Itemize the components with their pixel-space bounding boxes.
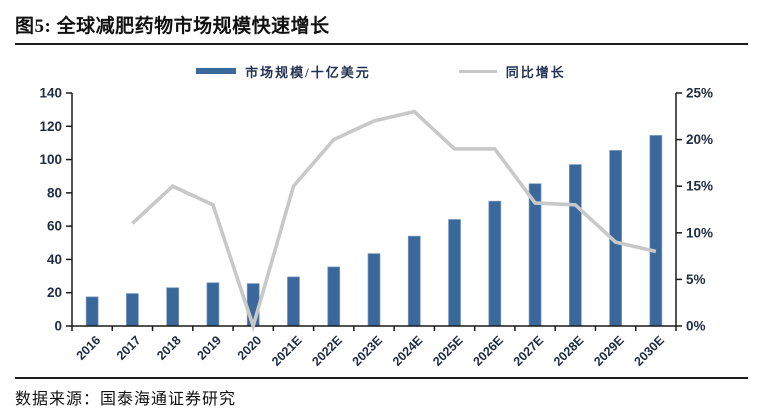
left-axis-tick-label: 100 <box>39 152 62 167</box>
bar-2018 <box>166 287 180 327</box>
figure-title: 图5: 全球减肥药物市场规模快速增长 <box>15 16 330 37</box>
x-axis-label-2023E: 2023E <box>350 333 385 368</box>
chart-legend: 市场规模/十亿美元 同比增长 <box>0 62 762 80</box>
legend-item-yoy-growth: 同比增长 <box>458 62 566 81</box>
right-axis-tick-label: 10% <box>686 225 713 240</box>
left-axis-tick-label: 120 <box>39 119 62 134</box>
bar-2030E <box>649 135 663 327</box>
right-axis-tick-label: 5% <box>686 272 706 287</box>
x-axis-label-2016: 2016 <box>74 333 104 363</box>
bar-2022E <box>327 266 341 327</box>
left-axis-tick-label: 140 <box>39 86 62 101</box>
x-axis-label-2028E: 2028E <box>551 333 586 368</box>
bar-2024E <box>407 235 421 327</box>
left-axis-tick-label: 0 <box>54 319 62 334</box>
bar-series-swatch <box>196 68 237 74</box>
legend-label-market-size: 市场规模/十亿美元 <box>245 64 371 80</box>
footer-divider <box>15 377 748 379</box>
x-axis-label-2022E: 2022E <box>309 333 344 368</box>
legend-item-market-size: 市场规模/十亿美元 <box>196 62 371 81</box>
data-source: 数据来源：国泰海通证券研究 <box>15 391 237 408</box>
bar-2028E <box>568 164 582 327</box>
bar-2025E <box>448 219 461 327</box>
x-axis-label-2017: 2017 <box>114 333 144 363</box>
x-axis-label-2025E: 2025E <box>430 333 465 368</box>
title-divider <box>15 43 748 45</box>
x-axis-label-2026E: 2026E <box>470 333 505 368</box>
yoy-growth-line <box>131 109 657 333</box>
x-axis-label-2019: 2019 <box>194 333 224 363</box>
x-axis-label-2027E: 2027E <box>511 333 546 368</box>
right-axis-tick-label: 25% <box>686 86 713 101</box>
bar-2016 <box>85 296 99 327</box>
x-axis-label-2029E: 2029E <box>591 333 626 368</box>
left-axis-tick-label: 80 <box>47 185 62 200</box>
line-series-swatch <box>458 69 497 73</box>
x-axis-label-2018: 2018 <box>154 333 184 363</box>
bar-2019 <box>206 282 220 327</box>
left-axis-tick-label: 20 <box>47 285 62 300</box>
right-axis-tick-label: 15% <box>686 179 713 194</box>
x-axis-label-2024E: 2024E <box>390 333 425 368</box>
legend-label-yoy-growth: 同比增长 <box>505 64 566 80</box>
bar-2026E <box>488 200 502 327</box>
left-axis-tick-label: 60 <box>47 219 62 234</box>
bar-2017 <box>126 293 139 327</box>
bar-2023E <box>367 253 381 327</box>
left-axis-tick-label: 40 <box>47 252 62 267</box>
bar-2021E <box>287 276 300 327</box>
x-axis-label-2020: 2020 <box>235 333 265 363</box>
bar-2027E <box>528 183 542 327</box>
x-axis-label-2021E: 2021E <box>269 333 304 368</box>
right-axis-tick-label: 0% <box>686 319 706 334</box>
x-axis-label-2030E: 2030E <box>632 333 667 368</box>
right-axis-tick-label: 20% <box>686 132 713 147</box>
